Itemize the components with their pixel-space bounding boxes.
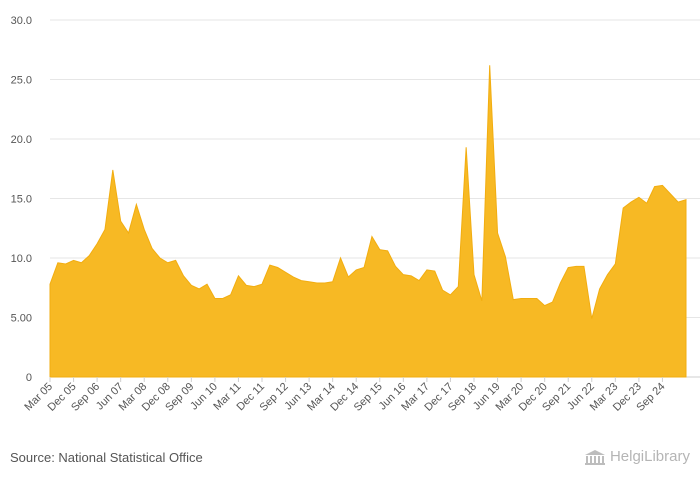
y-axis: 0 5.00 10.0 15.0 20.0 25.0 30.0: [11, 15, 32, 384]
y-tick-label: 15.0: [11, 194, 32, 206]
y-tick-label: 30.0: [11, 15, 32, 27]
y-tick-label: 5.00: [11, 313, 32, 325]
series-area: [49, 65, 687, 378]
y-tick-label: 25.0: [11, 75, 32, 87]
y-tick-label: 20.0: [11, 134, 32, 146]
y-tick-label: 10.0: [11, 253, 32, 265]
source-note: Source: National Statistical Office: [10, 450, 203, 465]
logo-text: HelgiLibrary: [609, 448, 690, 465]
y-tick-label: 0: [26, 372, 32, 384]
library-building-icon: [584, 449, 605, 465]
helgilibrary-logo: HelgiLibrary: [584, 448, 690, 465]
data-area: [49, 65, 687, 378]
